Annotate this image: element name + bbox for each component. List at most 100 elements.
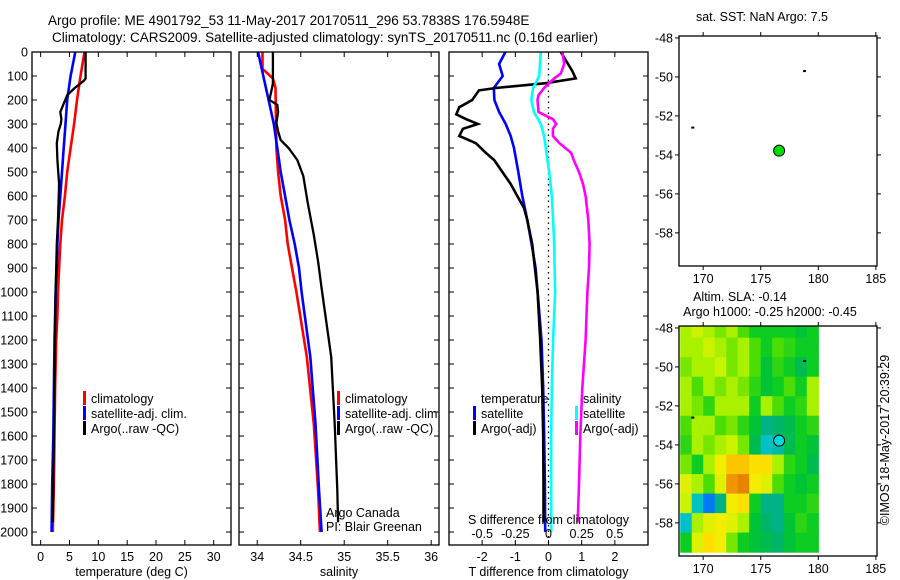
heatmap-cell [737,415,750,436]
heatmap-cell [691,326,704,339]
heatmap-cell [703,454,716,475]
lon-tick-label: 180 [808,562,829,576]
x-tick-label: 35 [337,550,351,564]
sst-map-panel: 170 175 180 185 -48 -50 -52 -54 -56 -58 sat. SST: … [655,10,886,286]
legend-swatch [83,406,86,420]
heatmap-cell [749,474,762,495]
heatmap-cell [680,376,693,397]
heatmap-cell [783,454,796,475]
heatmap-cell [737,532,750,553]
heatmap-cell [795,454,808,475]
legend-label: climatology [345,392,408,406]
y-tick-label-depth: 1800 [0,478,28,492]
heatmap-cell [783,532,796,553]
y-tick-label-depth: 800 [7,238,28,252]
secondary-x-tick-label: 0 [545,527,552,541]
series-line-salinity-satellite [529,51,557,532]
heatmap-cell [749,415,762,436]
map-subtitle: Argo h1000: -0.25 h2000: -0.45 [683,305,857,319]
heatmap-cell [772,376,785,397]
y-tick-label-depth: 1300 [0,358,28,372]
heatmap-cell [680,454,693,475]
heatmap-cell [737,357,750,378]
heatmap-cell [714,396,727,417]
heatmap-cell [772,396,785,417]
heatmap-cell [772,493,785,514]
x-axis-label: T difference from climatology [468,565,629,579]
heatmap-cell [726,513,739,534]
heatmap-cell [680,435,693,456]
y-tick-label-depth: 1600 [0,430,28,444]
secondary-x-tick-label: -0.25 [501,527,530,541]
y-tick-label-depth: 1100 [1,310,28,324]
heatmap-cell [783,376,796,397]
legend-label: Argo(-adj) [481,422,537,436]
heatmap-cell [806,532,819,553]
lat-tick-label: -58 [655,226,673,240]
heatmap-cell [783,493,796,514]
heatmap-cell [806,435,819,456]
y-tick-label-depth: 1400 [0,382,28,396]
heatmap-cell [760,532,773,553]
heatmap-cell [772,337,785,358]
legend: temperaturesatelliteArgo(-adj)salinitysa… [473,392,639,436]
legend-group-title: salinity [583,392,622,406]
heatmap-cell [783,326,796,339]
heatmap-cell [714,474,727,495]
heatmap-cell [737,396,750,417]
series-line-argo-raw-qc- [268,52,340,523]
x-tick-label: 10 [91,550,105,564]
y-tick-label-depth: 1900 [0,502,28,516]
heatmap-cell [772,326,785,339]
heatmap-cell [737,474,750,495]
heatmap-cell [795,532,808,553]
annotation-text: Argo Canada [326,506,400,520]
heatmap-cell [726,326,739,339]
series-line-climatology [51,51,86,533]
lat-tick-label: -50 [655,70,673,84]
x-tick-label: 35.5 [376,550,400,564]
series-line-satellite-adj-clim- [256,51,323,533]
x-tick-label: 15 [120,550,134,564]
heatmap-cell [726,493,739,514]
heatmap-cell [772,532,785,553]
y-tick-label-depth: 500 [7,166,28,180]
heatmap-cell [760,415,773,436]
y-tick-label-depth: 900 [7,262,28,276]
heatmap-cell [737,513,750,534]
x-axis-label: salinity [320,565,359,579]
heatmap-cell [714,513,727,534]
heatmap-cell [703,357,716,378]
heatmap-cell [806,376,819,397]
annotation-text: PI: Blair Greenan [326,520,422,534]
secondary-x-tick-label: 0.5 [606,527,623,541]
x-tick-label: 2 [611,550,618,564]
heatmap-cell [680,474,693,495]
heatmap-cell [680,415,693,436]
heatmap-cell [783,415,796,436]
other-profile-marker [802,360,806,363]
heatmap-cell [772,415,785,436]
heatmap-cell [726,396,739,417]
heatmap-cell [714,435,727,456]
heatmap-cell [680,337,693,358]
y-tick-label-depth: 400 [7,142,28,156]
legend-swatch [575,421,578,435]
lat-tick-label: -54 [655,438,673,452]
y-tick-label-depth: 600 [7,190,28,204]
x-tick-label: 25 [178,550,192,564]
plot-frame [31,51,232,546]
x-tick-label: 20 [149,550,163,564]
difference-profile-panel: -2 -1 0 1 2T difference from climatology -0.5… [448,51,649,579]
heatmap-cell [760,326,773,339]
lon-tick-label: 175 [750,272,771,286]
heatmap-cell [703,493,716,514]
heatmap-cell [714,337,727,358]
heatmap-cell [737,376,750,397]
lat-tick-label: -48 [655,31,673,45]
float-position-marker [773,144,786,157]
heatmap-cell [760,513,773,534]
heatmap-cell [703,415,716,436]
map-title: sat. SST: NaN Argo: 7.5 [696,10,828,24]
